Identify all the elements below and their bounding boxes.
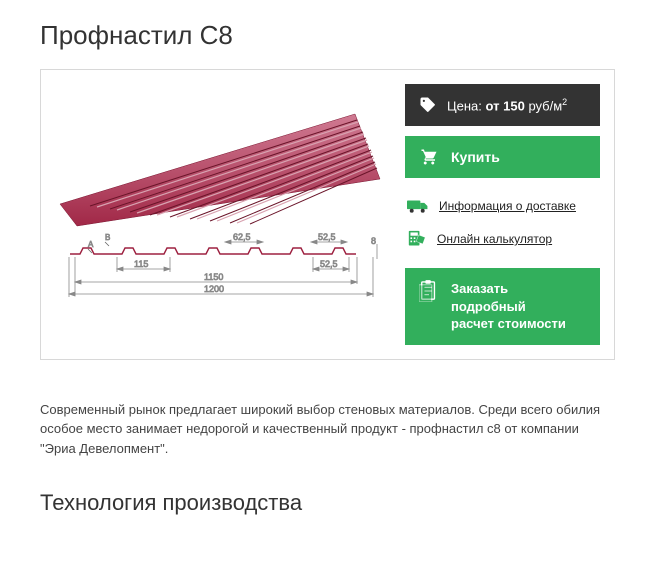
product-card: 62,5 52,5 8 А В 115 52,5 — [40, 69, 615, 360]
dim-62-5: 62,5 — [233, 232, 251, 242]
buy-button[interactable]: Купить — [405, 136, 600, 178]
price-from: от — [486, 98, 500, 113]
product-description: Современный рынок предлагает широкий выб… — [40, 400, 615, 459]
delivery-label: Информация о доставке — [439, 199, 576, 213]
calculator-link[interactable]: Онлайн калькулятор — [405, 226, 600, 252]
price-amount: 150 — [503, 98, 525, 113]
price-unit: руб/м — [528, 98, 562, 113]
buy-label: Купить — [451, 149, 500, 165]
order-button[interactable]: Заказать подробный расчет стоимости — [405, 268, 600, 345]
cart-icon — [419, 148, 439, 166]
label-a: А — [88, 240, 94, 249]
dim-1150: 1150 — [204, 272, 223, 282]
info-links: Информация о доставке Онлайн калькулятор — [405, 188, 600, 258]
delivery-link[interactable]: Информация о доставке — [405, 194, 600, 218]
order-line1: Заказать подробный — [451, 281, 526, 314]
product-sidebar: Цена: от 150 руб/м2 Купить Информация о … — [405, 84, 600, 345]
calculator-label: Онлайн калькулятор — [437, 232, 552, 246]
order-text: Заказать подробный расчет стоимости — [451, 280, 586, 333]
calculator-icon — [407, 230, 427, 248]
section-title: Технология производства — [40, 490, 615, 516]
dim-115: 115 — [134, 259, 148, 269]
dim-52-5a: 52,5 — [318, 232, 336, 242]
page-title: Профнастил С8 — [40, 20, 615, 51]
dim-1200: 1200 — [204, 284, 224, 294]
price-label: Цена: — [447, 98, 482, 113]
dim-8: 8 — [371, 236, 376, 246]
truck-icon — [407, 198, 429, 214]
label-b: В — [105, 233, 110, 242]
product-image: 62,5 52,5 8 А В 115 52,5 — [55, 84, 385, 345]
price-text: Цена: от 150 руб/м2 — [447, 97, 567, 113]
clipboard-icon — [419, 280, 439, 302]
dim-52-5b: 52,5 — [320, 259, 338, 269]
tag-icon — [419, 96, 437, 114]
order-line2: расчет стоимости — [451, 316, 566, 331]
price-unit-power: 2 — [562, 97, 567, 107]
price-box: Цена: от 150 руб/м2 — [405, 84, 600, 126]
product-illustration: 62,5 52,5 8 А В 115 52,5 — [55, 84, 385, 304]
